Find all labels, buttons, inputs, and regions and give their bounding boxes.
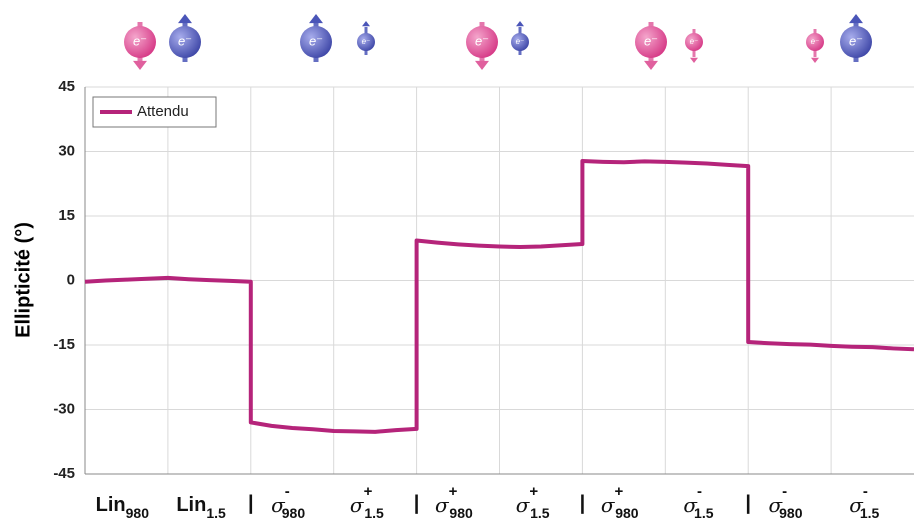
spin-arrowhead [133,60,147,70]
y-tick-label: 0 [67,271,75,288]
electron [124,26,156,58]
x-label-base: σ [435,493,450,517]
electron-label: e⁻ [178,33,192,48]
electron-label: e⁻ [133,33,147,48]
x-label-base: σ [683,493,698,517]
x-label-base: Lin [96,494,126,516]
x-label: σ+ 1.5 [350,483,384,521]
x-label-sub: 980 [615,505,639,521]
x-label: σ- 980 [768,483,802,521]
spin-arrowhead [644,60,658,70]
x-label-base: σ [516,493,531,517]
x-label: Lin980 [96,494,150,520]
y-tick-label: 45 [58,78,75,95]
x-label-sub: 980 [126,505,150,521]
electron [806,33,824,51]
x-label-base: σ [601,493,616,517]
spin-arrowhead [475,60,489,70]
x-label: σ+ 1.5 [516,483,550,521]
electron [466,26,498,58]
separator: | [580,492,586,514]
x-label-sup: - [285,483,290,500]
electron [511,33,529,51]
x-label-sup: - [782,483,787,500]
x-label-sub: 980 [282,505,306,521]
electron [840,26,872,58]
x-label-base: σ [768,493,783,517]
electron-label: e⁻ [362,37,371,46]
x-label-sup: + [529,483,538,500]
spin-arrowhead [516,21,524,27]
x-label-sup: - [697,483,702,500]
y-axis-label: Ellipticité (°) [12,222,34,338]
x-label-sub: 1.5 [694,505,714,521]
spin-arrowhead [178,14,192,24]
y-tick-label: 30 [58,142,75,159]
x-label-sub: 1.5 [206,505,226,521]
electron-label: e⁻ [849,33,863,48]
y-tick-label: -45 [53,465,75,482]
spin-arrowhead [690,57,698,63]
electron [685,33,703,51]
spin-arrowhead [309,14,323,24]
x-label-sub: 1.5 [364,505,384,521]
x-label-base: σ [849,493,864,517]
separator: | [414,492,420,514]
electron [169,26,201,58]
x-label-sub: 980 [449,505,473,521]
y-tick-label: -15 [53,336,75,353]
y-tick-label: -30 [53,400,75,417]
spin-arrowhead [811,57,819,63]
x-label-sup: + [364,483,373,500]
spin-arrowhead [849,14,863,24]
separator: | [745,492,751,514]
x-label-sup: + [614,483,623,500]
x-label: σ- 980 [271,483,305,521]
x-label-sub: 1.5 [860,505,880,521]
electron-label: e⁻ [644,33,658,48]
x-label: σ+ 980 [601,483,639,521]
x-label-sub: 1.5 [530,505,550,521]
x-label: σ- 1.5 [849,483,879,521]
electron-label: e⁻ [475,33,489,48]
y-tick-label: 15 [58,207,75,224]
x-label-sup: + [449,483,458,500]
data-line [84,158,914,434]
x-label: σ+ 980 [435,483,473,521]
electron-label: e⁻ [516,37,525,46]
x-label-sup: - [863,483,868,500]
x-label-base: σ [271,493,286,517]
separator: | [248,492,254,514]
x-label-sub: 980 [779,505,803,521]
x-label-base: Lin [176,494,206,516]
spin-arrowhead [362,21,370,27]
electron [300,26,332,58]
electron-label: e⁻ [690,37,699,46]
electron [357,33,375,51]
x-label: σ- 1.5 [683,483,713,521]
legend-label: Attendu [137,103,189,120]
x-label: Lin1.5 [176,494,226,520]
electron-label: e⁻ [309,33,323,48]
x-label-base: σ [350,493,365,517]
electron-label: e⁻ [811,37,820,46]
electron [635,26,667,58]
